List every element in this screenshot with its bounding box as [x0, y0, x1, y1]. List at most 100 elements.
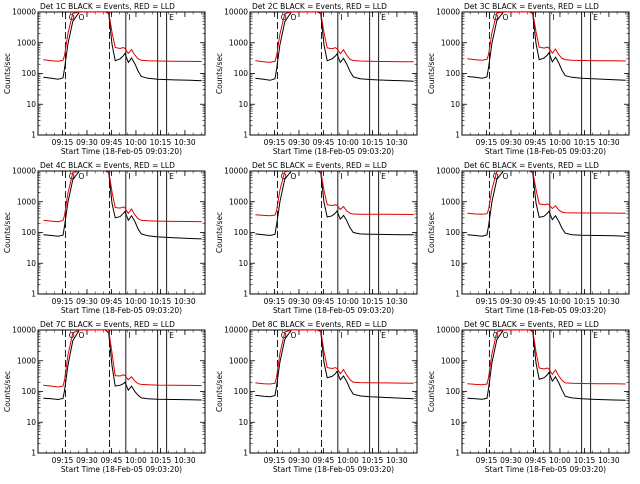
y-tick-label: 1: [243, 449, 248, 458]
y-tick-label: 1000: [17, 356, 36, 365]
y-axis-label: Counts/sec: [427, 212, 436, 253]
x-tick-label: 09:30: [76, 138, 98, 147]
x-tick-label: 09:15: [476, 138, 498, 147]
y-tick-label: 10000: [436, 326, 460, 335]
series-lld-line: [255, 330, 414, 385]
interval-marker: E: [381, 13, 386, 22]
interval-marker: E: [381, 331, 386, 340]
x-tick-label: 10:00: [337, 138, 359, 147]
series-events-line: [255, 330, 414, 400]
y-tick-label: 100: [234, 387, 249, 396]
panel-title: Det 6C BLACK = Events, RED = LLD: [464, 161, 599, 170]
x-axis-label: Start Time (18-Feb-05 09:03:20): [485, 306, 606, 315]
x-tick-label: 10:15: [150, 456, 172, 465]
series-lld-line: [255, 12, 414, 63]
panel-title: Det 9C BLACK = Events, RED = LLD: [464, 320, 599, 329]
panel-title: Det 1C BLACK = Events, RED = LLD: [40, 2, 175, 11]
panel-title: Det 7C BLACK = Events, RED = LLD: [40, 320, 175, 329]
interval-marker: O: [78, 331, 84, 340]
x-tick-label: 09:30: [500, 456, 522, 465]
x-tick-label: 09:30: [500, 138, 522, 147]
interval-marker: E: [169, 331, 174, 340]
x-tick-label: 10:30: [174, 138, 196, 147]
y-tick-label: 10000: [12, 8, 36, 17]
y-axis-label: Counts/sec: [215, 53, 224, 94]
interval-marker: I: [552, 331, 554, 340]
x-tick-label: 09:15: [52, 297, 74, 306]
x-tick-label: 10:30: [386, 297, 408, 306]
x-tick-label: 10:30: [386, 456, 408, 465]
interval-marker: O: [502, 172, 508, 181]
series-events-line: [255, 171, 414, 237]
interval-marker: O: [290, 172, 296, 181]
y-tick-label: 10000: [224, 8, 248, 17]
y-tick-label: 1000: [17, 38, 36, 47]
x-tick-label: 10:00: [337, 297, 359, 306]
x-tick-label: 10:15: [574, 138, 596, 147]
interval-marker: O: [502, 331, 508, 340]
y-tick-label: 1: [31, 131, 36, 140]
series-events-line: [43, 12, 202, 82]
interval-marker: I: [340, 172, 342, 181]
interval-marker: O: [502, 13, 508, 22]
panel-title: Det 4C BLACK = Events, RED = LLD: [40, 161, 175, 170]
x-axis-label: Start Time (18-Feb-05 09:03:20): [61, 306, 182, 315]
series-lld-line: [43, 171, 202, 223]
x-tick-label: 10:00: [549, 297, 571, 306]
y-axis-label: Counts/sec: [215, 371, 224, 412]
y-tick-label: 100: [22, 387, 37, 396]
x-tick-label: 09:45: [525, 138, 547, 147]
panel-7: Det 7C BLACK = Events, RED = LLD 1 10 100 10…: [3, 320, 206, 474]
x-axis-label: Start Time (18-Feb-05 09:03:20): [485, 465, 606, 474]
x-tick-label: 09:45: [101, 138, 123, 147]
y-tick-label: 1000: [229, 38, 248, 47]
series-events-line: [467, 12, 626, 81]
interval-marker: I: [128, 331, 130, 340]
series-lld-line: [467, 330, 626, 386]
x-tick-label: 09:15: [264, 456, 286, 465]
series-lld-line: [43, 330, 202, 388]
y-tick-label: 10000: [224, 167, 248, 176]
interval-marker: E: [169, 172, 174, 181]
series-events-line: [255, 12, 414, 82]
x-tick-label: 09:30: [288, 456, 310, 465]
panel-3: Det 3C BLACK = Events, RED = LLD 1 10 100 10…: [427, 2, 630, 156]
x-axis-label: Start Time (18-Feb-05 09:03:20): [61, 147, 182, 156]
x-tick-label: 10:00: [549, 138, 571, 147]
y-tick-label: 10: [26, 259, 36, 268]
x-tick-label: 10:15: [150, 297, 172, 306]
y-tick-label: 1: [455, 449, 460, 458]
panel-4: Det 4C BLACK = Events, RED = LLD 1 10 100 10…: [3, 161, 206, 315]
x-tick-label: 09:15: [52, 138, 74, 147]
y-tick-label: 1000: [229, 197, 248, 206]
x-tick-label: 10:00: [549, 456, 571, 465]
x-axis-label: Start Time (18-Feb-05 09:03:20): [273, 465, 394, 474]
x-tick-label: 09:45: [525, 456, 547, 465]
panel-8: Det 8C BLACK = Events, RED = LLD 1 10 100 10…: [215, 320, 418, 474]
y-tick-label: 1: [243, 290, 248, 299]
x-tick-label: 09:30: [288, 297, 310, 306]
interval-marker: I: [552, 13, 554, 22]
interval-marker: O: [78, 172, 84, 181]
y-tick-label: 1000: [441, 38, 460, 47]
x-tick-label: 10:30: [598, 456, 620, 465]
series-events-line: [467, 330, 626, 401]
series-events-line: [467, 171, 626, 237]
panel-5: Det 5C BLACK = Events, RED = LLD 1 10 100 10…: [215, 161, 418, 315]
x-axis-label: Start Time (18-Feb-05 09:03:20): [485, 147, 606, 156]
series-events-line: [43, 330, 202, 401]
x-tick-label: 10:15: [362, 456, 384, 465]
y-tick-label: 10: [450, 418, 460, 427]
x-tick-label: 10:15: [574, 297, 596, 306]
interval-marker: E: [169, 13, 174, 22]
x-tick-label: 09:15: [264, 138, 286, 147]
x-tick-label: 09:45: [313, 456, 335, 465]
x-tick-label: 10:00: [125, 297, 147, 306]
plot-frame: [249, 11, 418, 136]
series-lld-line: [43, 12, 202, 62]
y-tick-label: 1: [455, 131, 460, 140]
x-tick-label: 09:15: [52, 456, 74, 465]
interval-marker: O: [290, 331, 296, 340]
